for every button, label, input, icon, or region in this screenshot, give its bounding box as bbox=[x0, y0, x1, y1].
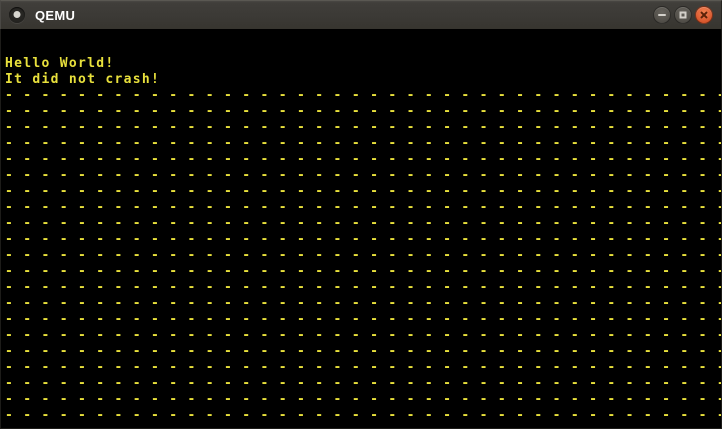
console-line: - - - - - - - - - - - - - - - - - - - - … bbox=[5, 136, 721, 151]
console-line: - - - - - - - - - - - - - - - - - - - - … bbox=[5, 200, 721, 215]
console-line: - - - - - - - - - - - - - - - - - - - - … bbox=[5, 120, 721, 135]
console-line: - - - - - - - - - - - - - - - - - - - - … bbox=[5, 392, 721, 407]
console-line: Hello World! bbox=[5, 56, 115, 71]
console-line: - - - - - - - - - - - - - - - - - - - - … bbox=[5, 248, 721, 263]
window-controls bbox=[653, 6, 717, 24]
console-line: - - - - - - - - - - - - - - - - - - - - … bbox=[5, 104, 721, 119]
close-button[interactable] bbox=[695, 6, 713, 24]
window-titlebar[interactable]: QEMU bbox=[0, 0, 722, 29]
window-title: QEMU bbox=[35, 7, 76, 23]
console-line: - - - - - - - - - - - - - - - - - - - - … bbox=[5, 232, 721, 247]
console-line: - - - - - - - - - - - - - - - - - - - - … bbox=[5, 296, 721, 311]
console-line: - - - - - - - - - - - - - - - - - - - - … bbox=[5, 216, 721, 231]
console-line: - - - - - - - - - - - - - - - - - - - - … bbox=[5, 376, 721, 391]
maximize-button[interactable] bbox=[674, 6, 692, 24]
console-line: - - - - - - - - - - - - - - - - - - - - … bbox=[5, 152, 721, 167]
console-line: - - - - - - - - - - - - - - - - - - - - … bbox=[5, 168, 721, 183]
qemu-console-display[interactable]: Hello World! It did not crash! - - - - - -… bbox=[0, 29, 722, 429]
console-line: - - - - - - - - - - - - - - - - - - - - … bbox=[5, 184, 721, 199]
console-line: - - - - - - - - - - - - - - - - - - - - … bbox=[5, 264, 721, 279]
console-line: - - - - - - - - - - - - - - - - - - - - … bbox=[5, 344, 721, 359]
console-line: - - - - - - - - - - - - - - - - - - - - … bbox=[5, 424, 721, 428]
console-line: - - - - - - - - - - - - - - - - - - - - … bbox=[5, 280, 721, 295]
minimize-button[interactable] bbox=[653, 6, 671, 24]
console-line: - - - - - - - - - - - - - - - - - - - - … bbox=[5, 328, 721, 343]
console-line: It did not crash! bbox=[5, 72, 161, 87]
qemu-circle-icon bbox=[9, 7, 25, 23]
console-line: - - - - - - - - - - - - - - - - - - - - … bbox=[5, 360, 721, 375]
console-line: - - - - - - - - - - - - - - - - - - - - … bbox=[5, 88, 721, 103]
console-output: Hello World! It did not crash! - - - - - -… bbox=[1, 56, 721, 428]
console-line: - - - - - - - - - - - - - - - - - - - - … bbox=[5, 312, 721, 327]
console-line: - - - - - - - - - - - - - - - - - - - - … bbox=[5, 408, 721, 423]
